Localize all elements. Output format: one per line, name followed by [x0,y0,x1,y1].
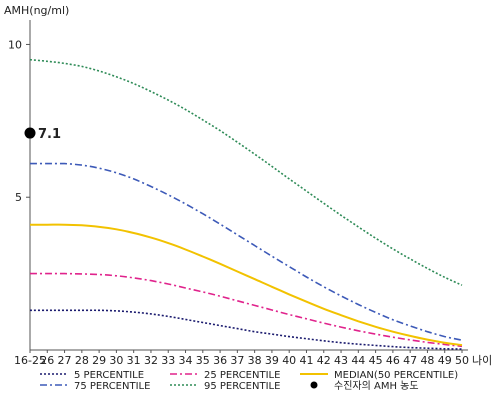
x-tick-label: 44 [351,354,365,367]
x-tick-label: 16-25 [14,354,46,367]
x-tick-label: 47 [403,354,417,367]
legend-label: 수진자의 AMH 농도 [334,380,419,392]
x-tick-label: 46 [386,354,400,367]
x-tick-label: 50 [455,354,469,367]
x-tick-label: 29 [92,354,106,367]
y-tick-label: 10 [8,38,22,51]
x-tick-label: 31 [127,354,141,367]
patient-amh-value-label: 7.1 [38,127,61,142]
y-axis-label: AMH(ng/ml) [4,4,69,17]
x-tick-label: 36 [213,354,227,367]
x-tick-label: 43 [334,354,348,367]
x-axis-label: 나이 [472,354,492,367]
series-line-25-percentile [30,272,463,348]
x-tick-label: 26 [40,354,54,367]
x-tick-label: 32 [144,354,158,367]
x-tick-label: 40 [282,354,296,367]
legend-label: 5 PERCENTILE [74,370,144,381]
patient-amh-point [24,127,36,139]
legend-label: MEDIAN(50 PERCENTILE) [334,370,458,381]
x-tick-label: 49 [438,354,452,367]
series-lines [29,58,463,350]
x-tick-label: 27 [58,354,72,367]
x-tick-label: 41 [299,354,313,367]
x-tick-label: 28 [75,354,89,367]
x-tick-label: 42 [317,354,331,367]
x-tick-label: 37 [230,354,244,367]
x-tick-label: 39 [265,354,279,367]
y-tick-label: 5 [15,191,22,204]
series-line-median-50-percentile [30,223,463,347]
legend-label: 25 PERCENTILE [204,370,280,381]
x-tick-label: 30 [109,354,123,367]
x-tick-label: 34 [179,354,193,367]
x-tick-label: 48 [420,354,434,367]
legend-marker-swatch [310,381,318,389]
legend-label: 95 PERCENTILE [204,381,280,392]
patient-marker: 7.1 [24,127,61,142]
series-line-5-percentile [30,309,463,350]
legend-label: 75 PERCENTILE [74,381,150,392]
x-tick-label: 38 [248,354,262,367]
x-tick-label: 35 [196,354,210,367]
y-ticks: 5 10 [8,38,30,204]
x-tick-label: 33 [161,354,175,367]
chart-legend: 5 PERCENTILE 25 PERCENTILE MEDIAN(50 PERCE… [40,370,458,392]
series-line-75-percentile [29,162,463,341]
x-tick-label: 45 [369,354,383,367]
series-line-95-percentile [29,58,463,286]
chart-axes: AMH(ng/ml) 나이 [4,4,492,367]
